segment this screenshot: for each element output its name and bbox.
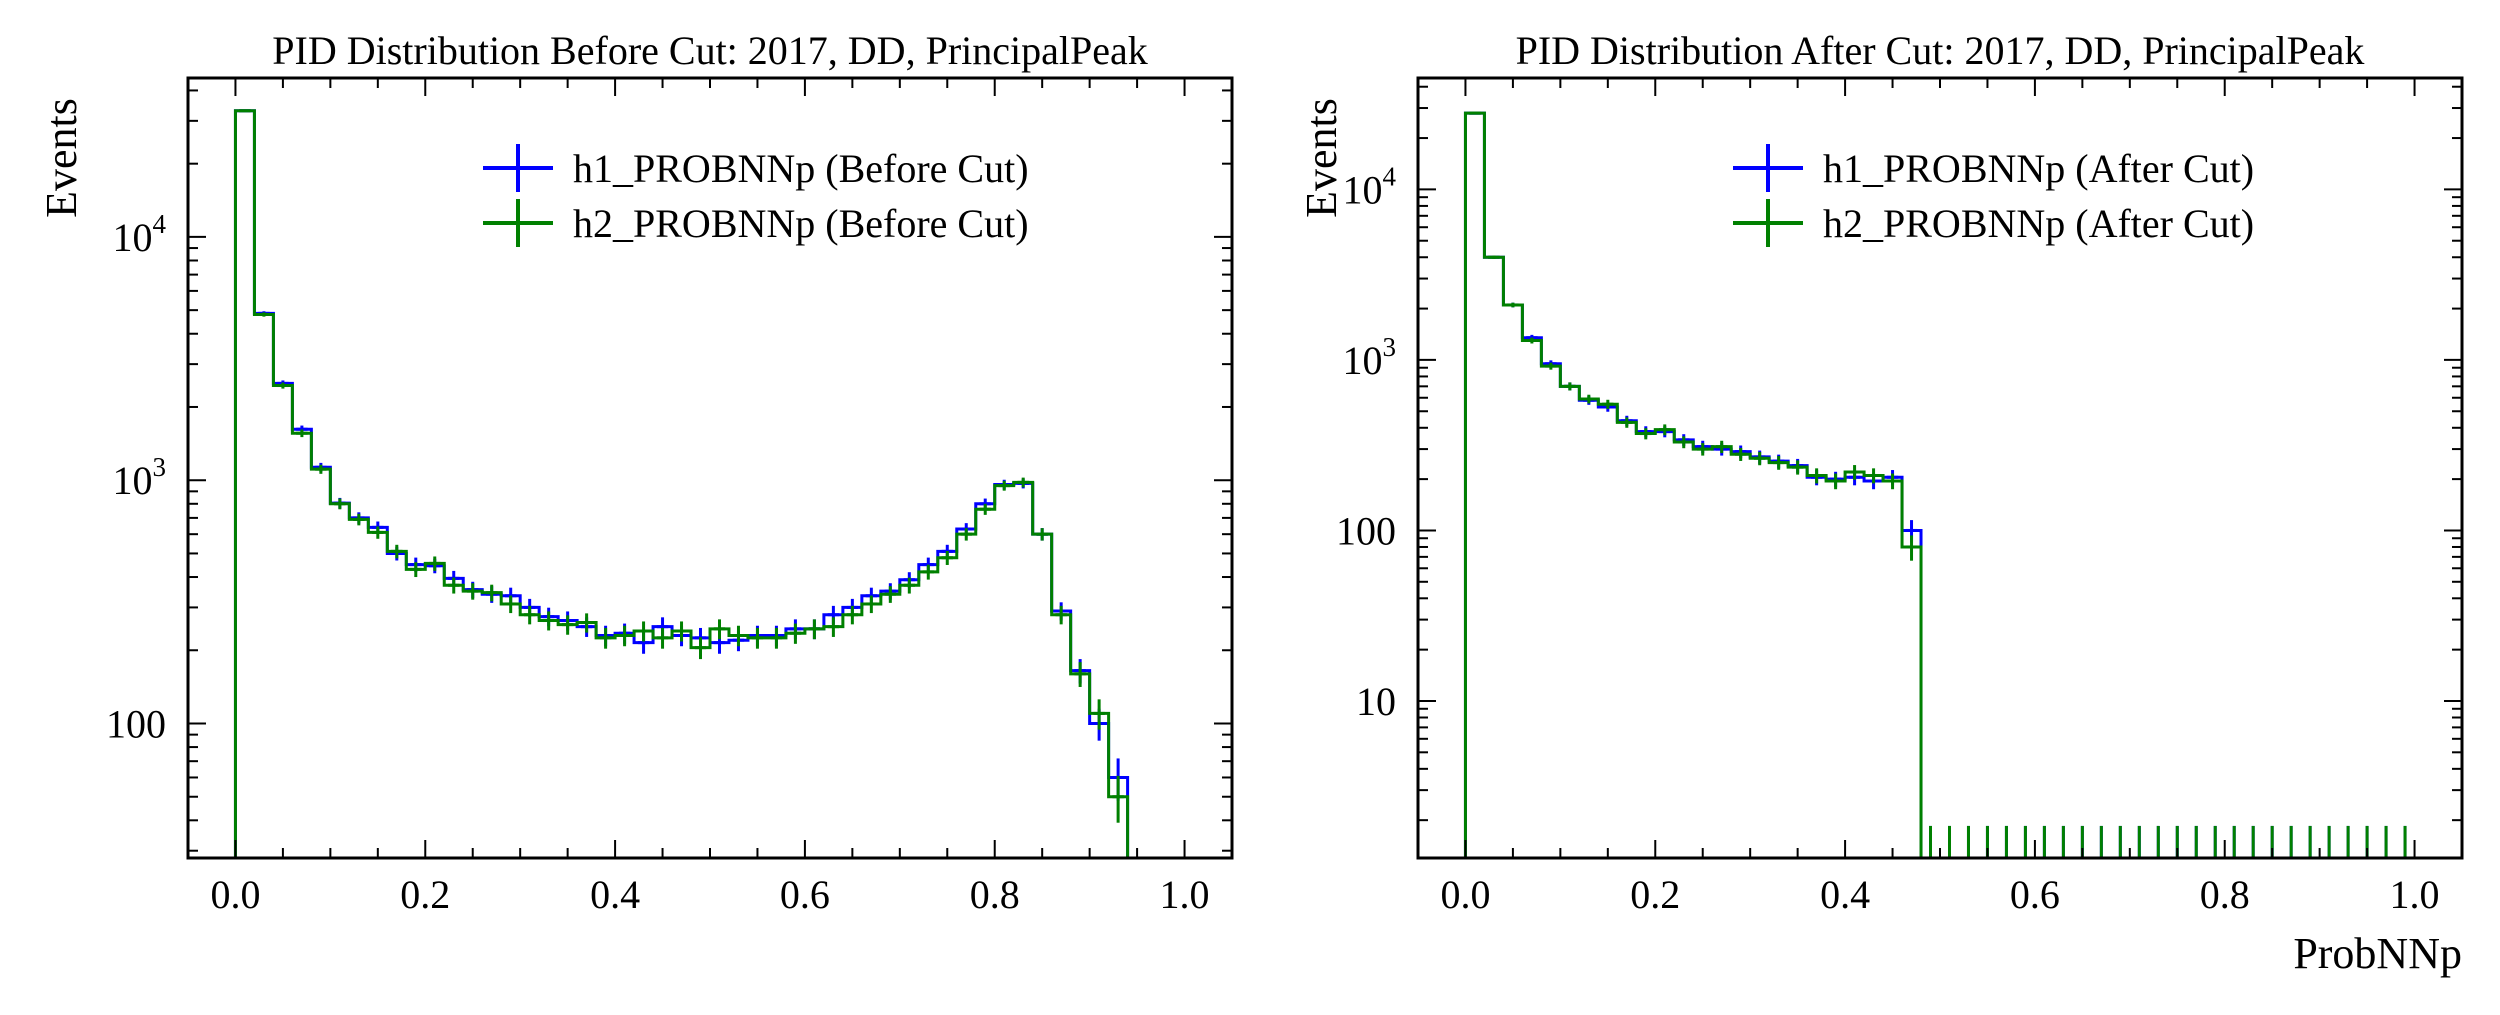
x-tick-label: 0.6 [2010, 872, 2060, 917]
x-tick-label: 0.0 [210, 872, 260, 917]
chart-title: PID Distribution After Cut: 2017, DD, Pr… [1516, 28, 2365, 73]
legend-label: h2_PROBNNp (Before Cut) [573, 201, 1029, 246]
plot-content [1463, 111, 2415, 858]
plot-content [233, 109, 1130, 858]
y-tick-label: 103 [1343, 332, 1397, 383]
x-axis-ticks: 0.0 0.2 0.4 0.6 0.8 1.0 [1440, 78, 2440, 917]
y-axis-label: Events [1297, 98, 1346, 218]
legend-item: h2_PROBNNp (Before Cut) [483, 199, 1029, 247]
x-tick-label: 0.8 [2200, 872, 2250, 917]
x-axis-ticks: 0.0 0.2 0.4 0.6 0.8 1.0 [210, 78, 1210, 917]
y-tick-label: 100 [1336, 508, 1396, 553]
plot-frame [1416, 76, 2464, 860]
x-tick-label: 0.4 [590, 872, 640, 917]
legend-label: h1_PROBNNp (Before Cut) [573, 146, 1029, 191]
legend-item: h1_PROBNNp (After Cut) [1733, 144, 2254, 192]
y-axis-ticks: 104 103 100 10 [1336, 85, 2462, 822]
x-axis-label: ProbNNp [2293, 929, 2462, 978]
y-tick-label: 10 [1356, 679, 1396, 724]
chart-title: PID Distribution Before Cut: 2017, DD, P… [272, 28, 1147, 73]
legend-item: h1_PROBNNp (Before Cut) [483, 144, 1029, 192]
legend: h1_PROBNNp (Before Cut) h2_PROBNNp (Befor… [483, 144, 1029, 247]
y-tick-label: 103 [113, 452, 167, 503]
legend-label: h2_PROBNNp (After Cut) [1823, 201, 2254, 246]
chart-after-cut: 0.0 0.2 0.4 0.6 0.8 1.0 104 103 100 10 PID Distri… [1297, 28, 2464, 978]
axis-ticks: 0.0 0.2 0.4 0.6 0.8 1.0 104 103 100 10 [1336, 78, 2462, 917]
x-tick-label: 0.4 [1820, 872, 1870, 917]
x-tick-label: 1.0 [1160, 872, 1210, 917]
y-axis-label: Events [37, 98, 86, 218]
axis-ticks: 0.0 0.2 0.4 0.6 0.8 1.0 104 103 100 [106, 78, 1232, 917]
y-tick-label: 104 [113, 209, 167, 260]
x-tick-label: 1.0 [2390, 872, 2440, 917]
x-tick-label: 0.2 [1630, 872, 1680, 917]
x-tick-label: 0.8 [970, 872, 1020, 917]
x-tick-label: 0.2 [400, 872, 450, 917]
legend: h1_PROBNNp (After Cut) h2_PROBNNp (After … [1733, 144, 2254, 247]
legend-item: h2_PROBNNp (After Cut) [1733, 199, 2254, 247]
chart-before-cut: 0.0 0.2 0.4 0.6 0.8 1.0 104 103 100 PID Distribu… [37, 28, 1234, 917]
plot-frame [186, 76, 1234, 860]
error-bars-series-2 [239, 109, 1124, 823]
y-axis-ticks: 104 103 100 [106, 89, 1232, 852]
x-tick-label: 0.6 [780, 872, 830, 917]
legend-label: h1_PROBNNp (After Cut) [1823, 146, 2254, 191]
y-tick-label: 100 [106, 701, 166, 746]
x-tick-label: 0.0 [1440, 872, 1490, 917]
y-tick-label: 104 [1343, 161, 1397, 212]
